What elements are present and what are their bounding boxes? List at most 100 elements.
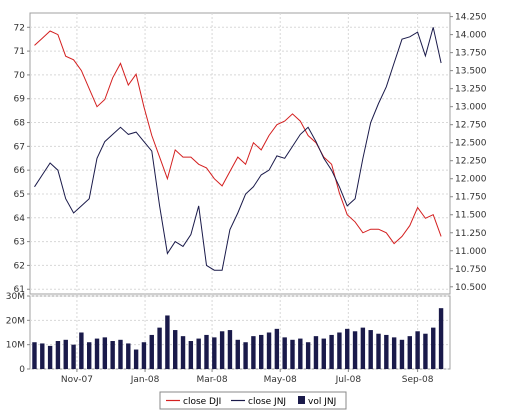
volume-bar xyxy=(212,337,217,369)
volume-bar xyxy=(47,345,53,369)
volume-tick-label: 10M xyxy=(6,341,25,351)
volume-bar xyxy=(298,338,303,369)
right-tick-label: 12.000 xyxy=(455,175,487,185)
legend-dji-label: close DJI xyxy=(183,397,221,407)
x-axis: Nov-07 Jan-08 Mar-08 May-08 Jul-08 Sep-08 xyxy=(61,369,434,385)
volume-bar xyxy=(32,342,37,369)
volume-bar xyxy=(126,343,131,369)
right-tick-label: 13.750 xyxy=(455,49,487,59)
price-plot-area xyxy=(29,12,451,295)
right-tick-label: 12.750 xyxy=(455,121,487,131)
left-axis: 61 62 63 64 65 66 67 68 69 70 71 72 xyxy=(14,23,30,295)
right-tick-label: 14.250 xyxy=(455,13,487,23)
right-tick-label: 13.500 xyxy=(455,67,487,77)
x-tick-label: Jan-08 xyxy=(130,375,160,385)
volume-bar xyxy=(196,338,201,369)
right-tick-label: 10.750 xyxy=(455,265,487,275)
right-tick-label: 12.500 xyxy=(455,139,487,149)
left-tick-label: 63 xyxy=(14,238,25,248)
volume-bar xyxy=(313,336,319,369)
volume-tick-label: 30M xyxy=(6,292,25,302)
volume-bar xyxy=(204,334,209,369)
volume-bar xyxy=(431,327,436,369)
volume-tick-label: 20M xyxy=(6,316,25,326)
left-tick-label: 65 xyxy=(14,190,25,200)
left-tick-label: 67 xyxy=(14,142,25,152)
price-lines xyxy=(34,27,442,271)
volume-tick-label: 0 xyxy=(19,365,25,375)
volume-bar xyxy=(368,330,373,369)
volume-bar xyxy=(235,339,240,369)
volume-bar xyxy=(133,349,139,369)
volume-bar xyxy=(376,333,381,369)
volume-bar xyxy=(384,334,389,369)
right-tick-label: 11.250 xyxy=(455,229,487,239)
left-tick-label: 62 xyxy=(14,261,25,271)
left-tick-label: 69 xyxy=(14,95,26,105)
volume-bar xyxy=(102,337,108,369)
left-tick-label: 71 xyxy=(14,47,25,57)
volume-bar xyxy=(391,337,397,369)
legend-vol-swatch xyxy=(298,396,305,404)
volume-bar xyxy=(415,331,420,369)
volume-bar xyxy=(157,327,162,369)
volume-bar xyxy=(290,339,295,369)
x-tick-label: Mar-08 xyxy=(197,375,228,385)
right-tick-label: 11.750 xyxy=(455,193,487,203)
volume-bar xyxy=(423,333,428,369)
left-tick-label: 66 xyxy=(14,166,26,176)
volume-bar xyxy=(71,344,76,369)
volume-bar xyxy=(188,341,194,369)
volume-bar xyxy=(274,328,280,369)
volume-bar xyxy=(329,334,334,369)
x-tick-label: Sep-08 xyxy=(402,375,434,385)
legend: close DJI close JNJ vol JNJ xyxy=(159,391,347,410)
volume-bar xyxy=(40,343,45,369)
volume-bar xyxy=(141,342,147,369)
right-tick-label: 14.000 xyxy=(455,31,487,41)
volume-bar xyxy=(282,337,287,369)
volume-bar xyxy=(173,330,178,369)
volume-bar xyxy=(87,342,92,369)
series-line-close-dji xyxy=(34,30,442,245)
volume-bar xyxy=(352,331,358,369)
right-tick-label: 13.250 xyxy=(455,85,487,95)
volume-bar xyxy=(110,341,115,369)
left-tick-label: 72 xyxy=(14,23,25,33)
volume-bar xyxy=(360,327,366,369)
volume-bar xyxy=(94,338,100,369)
volume-bar xyxy=(79,332,84,369)
x-tick-label: May-08 xyxy=(264,375,297,385)
volume-bar xyxy=(55,341,61,369)
volume-bar xyxy=(407,336,412,369)
left-tick-label: 64 xyxy=(14,214,26,224)
volume-bar xyxy=(337,332,342,369)
volume-bar xyxy=(243,342,248,369)
x-tick-label: Nov-07 xyxy=(61,375,93,385)
right-tick-label: 12.250 xyxy=(455,157,487,167)
volume-bar xyxy=(227,330,233,369)
right-axis: 10.500 10.750 11.000 11.250 11.500 11.750 12.0… xyxy=(450,13,487,293)
volume-bar xyxy=(345,328,350,369)
right-tick-label: 13.000 xyxy=(455,103,487,113)
left-tick-label: 70 xyxy=(14,71,26,81)
volume-bar xyxy=(259,334,264,369)
volume-bar xyxy=(251,336,256,369)
volume-bar xyxy=(266,332,272,369)
volume-axis: 0 10M 20M 30M xyxy=(6,292,30,375)
left-tick-label: 61 xyxy=(14,285,25,295)
legend-jnj-label: close JNJ xyxy=(248,397,286,407)
right-tick-label: 11.500 xyxy=(455,211,487,221)
volume-bar xyxy=(219,331,225,369)
price-gridlines xyxy=(30,13,450,294)
volume-bar xyxy=(149,334,154,369)
right-tick-label: 11.000 xyxy=(455,247,487,257)
right-tick-label: 10.500 xyxy=(455,283,487,293)
x-tick-label: Jul-08 xyxy=(335,375,362,385)
volume-bar xyxy=(180,336,186,369)
left-tick-label: 68 xyxy=(14,119,26,129)
volume-bar xyxy=(63,339,68,369)
volume-bar xyxy=(438,308,444,369)
volume-bar xyxy=(321,338,326,369)
